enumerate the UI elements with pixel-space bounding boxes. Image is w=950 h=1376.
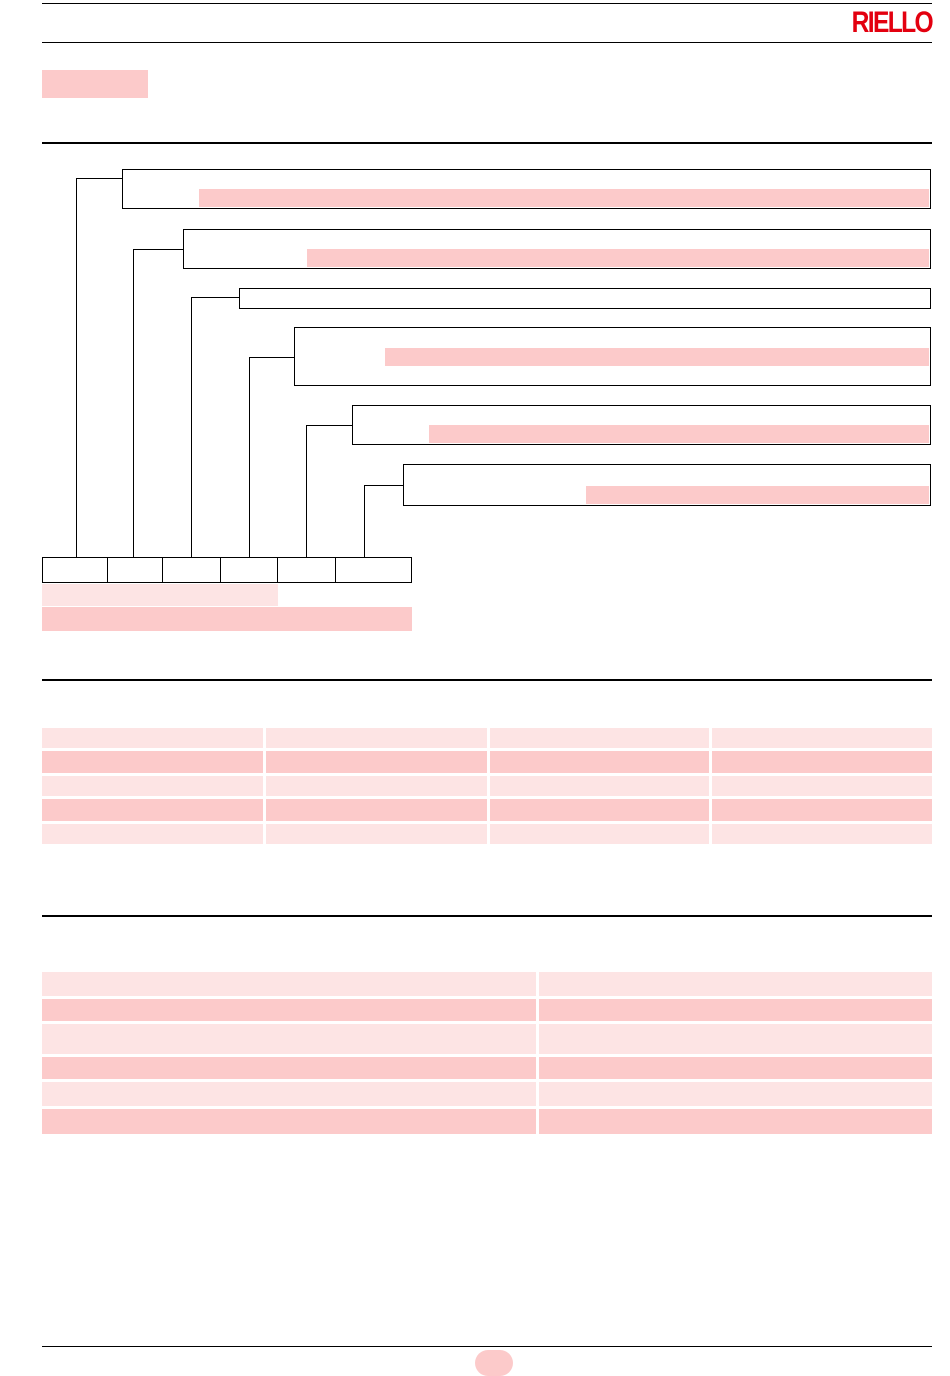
section-rule-accessories (42, 915, 932, 917)
designation-code-strip (42, 557, 412, 583)
table-row (42, 728, 932, 748)
table-row (42, 824, 932, 844)
col-divider (487, 776, 490, 796)
code-cell-1 (43, 558, 108, 582)
top-rule (42, 3, 932, 4)
designation-box-1-text (199, 189, 929, 207)
col-divider (536, 1057, 539, 1079)
section-rule-designation (42, 142, 932, 144)
col-divider (709, 799, 712, 821)
col-divider (263, 728, 266, 748)
col-divider (709, 824, 712, 844)
designation-box-5-text (429, 425, 929, 443)
table-row (42, 972, 932, 996)
table-row (42, 1109, 932, 1134)
section-heading-highlight (42, 70, 148, 98)
col-divider (487, 824, 490, 844)
col-divider (536, 972, 539, 996)
col-divider (487, 751, 490, 773)
table-row (42, 751, 932, 773)
riello-logo: RIELLO (851, 6, 934, 39)
designation-box-2-text (307, 249, 929, 267)
col-divider (709, 751, 712, 773)
section-rule-models (42, 679, 932, 681)
col-divider (709, 776, 712, 796)
connector-4 (249, 357, 250, 558)
col-divider (536, 999, 539, 1021)
connector-1-h (76, 178, 123, 179)
connector-2 (133, 249, 134, 558)
table-row (42, 1024, 932, 1054)
header-rule (42, 42, 932, 43)
connector-5-h (306, 425, 353, 426)
connector-4-h (249, 357, 295, 358)
col-divider (709, 728, 712, 748)
table-row (42, 799, 932, 821)
code-cell-4 (221, 558, 278, 582)
table-row (42, 1057, 932, 1079)
col-divider (263, 751, 266, 773)
connector-6 (364, 485, 365, 558)
col-divider (536, 1109, 539, 1134)
col-divider (487, 799, 490, 821)
connector-2-h (133, 249, 184, 250)
connector-1 (76, 178, 77, 558)
connector-3-h (191, 297, 240, 298)
designation-box-6-text (586, 486, 929, 504)
table-row (42, 1082, 932, 1106)
code-caption-2 (42, 607, 412, 631)
designation-box-3 (239, 288, 931, 309)
designation-box-4-text (385, 348, 929, 366)
code-caption-1 (42, 584, 278, 606)
table-row (42, 999, 932, 1021)
code-cell-2 (108, 558, 163, 582)
footer-rule (42, 1346, 932, 1347)
col-divider (487, 728, 490, 748)
code-cell-5 (278, 558, 336, 582)
col-divider (263, 799, 266, 821)
code-cell-3 (163, 558, 221, 582)
connector-5 (306, 425, 307, 558)
connector-6-h (364, 485, 404, 486)
col-divider (536, 1024, 539, 1054)
col-divider (536, 1082, 539, 1106)
connector-3 (191, 297, 192, 558)
col-divider (263, 776, 266, 796)
table-row (42, 776, 932, 796)
col-divider (263, 824, 266, 844)
page-number-badge (475, 1350, 513, 1376)
